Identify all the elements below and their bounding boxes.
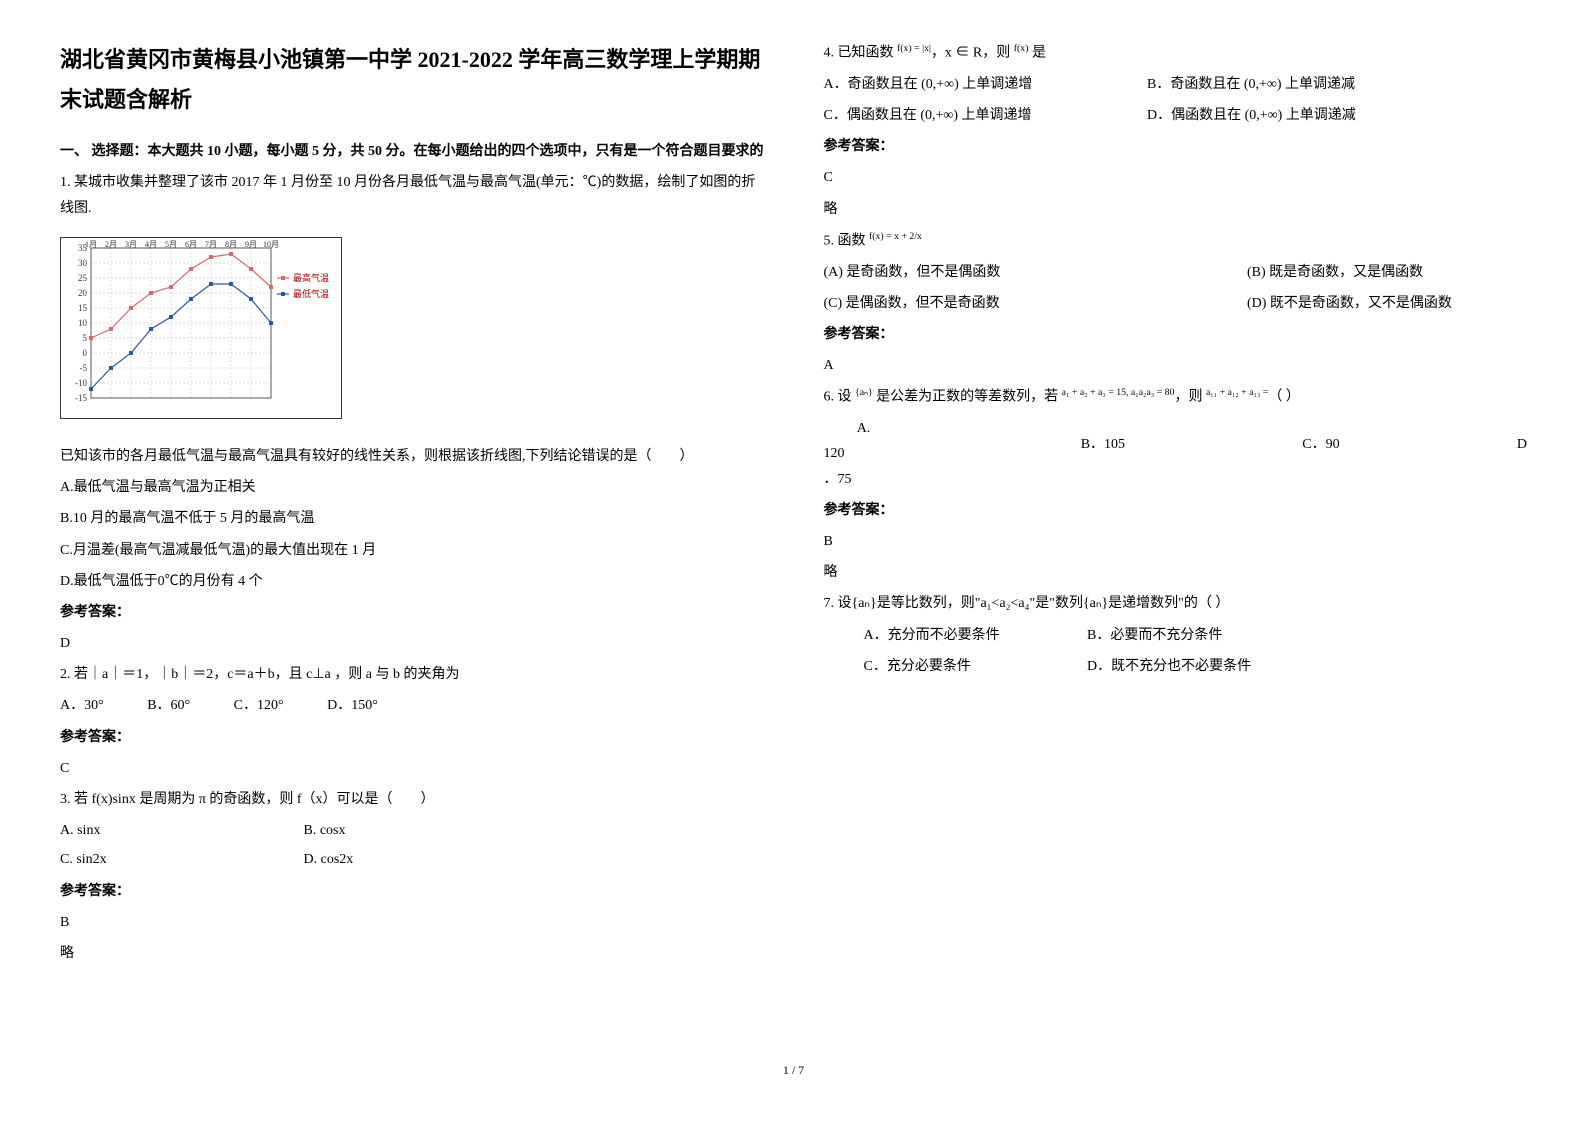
q3-optD: D. cos2x (304, 847, 354, 872)
q6-optA-val: 120 (824, 441, 904, 466)
q5-answer-label: 参考答案： (824, 322, 1528, 347)
page-footer: 1 / 7 (60, 1060, 1527, 1082)
q3-answer-label: 参考答案： (60, 879, 764, 904)
q6-an: {aₙ} (855, 387, 873, 398)
q2-answer: C (60, 756, 764, 781)
q1-optB: B.10 月的最高气温不低于 5 月的最高气温 (60, 506, 764, 531)
q6-stem-end: （ ） (1268, 390, 1300, 405)
q4-stem: 4. 已知函数 f(x) = |x|，x ∈ R，则 f(x) 是 (824, 40, 1528, 66)
q3-optB: B. cosx (304, 818, 346, 843)
svg-text:最低气温: 最低气温 (293, 288, 329, 299)
q1-stem: 1. 某城市收集并整理了该市 2017 年 1 月份至 10 月份各月最低气温与… (60, 170, 764, 220)
q6-options: A. 120 ．75 B．105 C．90 D (824, 416, 1528, 492)
q6-optC: C．90 (1302, 416, 1339, 457)
q4-opts-row1: A．奇函数且在 (0,+∞) 上单调递增 B．奇函数且在 (0,+∞) 上单调递… (824, 72, 1528, 97)
q6-stem: 6. 设 {aₙ} 是公差为正数的等差数列，若 a₁ + a₂ + a₃ = 1… (824, 384, 1528, 410)
svg-text:-15: -15 (75, 393, 87, 403)
q3-note: 略 (60, 941, 764, 966)
q5-stem-pre: 5. 函数 (824, 233, 870, 248)
q2-optB: B．60° (147, 693, 190, 718)
svg-text:10: 10 (78, 318, 88, 328)
q6-cond1: a₁ + a₂ + a₃ = 15, a₁a₂a₃ = 80 (1062, 387, 1175, 398)
q1-answer-label: 参考答案： (60, 600, 764, 625)
q2-answer-label: 参考答案： (60, 725, 764, 750)
q5-optA: (A) 是奇函数，但不是偶函数 (824, 260, 1244, 285)
q4-fx: f(x) = |x| (897, 43, 931, 54)
q6-note: 略 (824, 560, 1528, 585)
temperature-chart: -15-10-5051015202530351月2月3月4月5月6月7月8月9月… (60, 237, 342, 419)
q5-opts-row2: (C) 是偶函数，但不是奇函数 (D) 既不是奇函数，又不是偶函数 (824, 291, 1528, 316)
q3-optC: C. sin2x (60, 847, 260, 872)
q4-optD: D．偶函数且在 (0,+∞) 上单调递减 (1147, 108, 1356, 123)
q6-stem-mid2: ，则 (1174, 390, 1206, 405)
q4-optA: A．奇函数且在 (0,+∞) 上单调递增 (824, 72, 1144, 97)
q1-optD: D.最低气温低于0℃的月份有 4 个 (60, 569, 764, 594)
q2-optA: A．30° (60, 693, 104, 718)
q5-fx: f(x) = x + 2/x (869, 231, 922, 242)
q4-stem-end: 是 (1028, 46, 1046, 61)
q6-optB: B．105 (1081, 416, 1125, 457)
q3-options-row1: A. sinx B. cosx (60, 818, 764, 843)
q2-optD: D．150° (327, 693, 378, 718)
q3-answer: B (60, 910, 764, 935)
q1-after-chart: 已知该市的各月最低气温与最高气温具有较好的线性关系，则根据该折线图,下列结论错误… (60, 444, 764, 469)
q7-optA: A．充分而不必要条件 (864, 623, 1084, 648)
q6-answer: B (824, 529, 1528, 554)
q4-optB: B．奇函数且在 (0,+∞) 上单调递减 (1147, 77, 1355, 92)
svg-text:20: 20 (78, 288, 88, 298)
svg-text:15: 15 (78, 303, 88, 313)
svg-text:最高气温: 最高气温 (293, 272, 329, 283)
q7-opts-row1: A．充分而不必要条件 B．必要而不充分条件 (824, 623, 1528, 648)
q3-stem: 3. 若 f(x)sinx 是周期为 π 的奇函数，则 f（x）可以是（ ） (60, 787, 764, 812)
q1-optC: C.月温差(最高气温减最低气温)的最大值出现在 1 月 (60, 538, 764, 563)
q1-answer: D (60, 631, 764, 656)
section1-title: 一、 选择题：本大题共 10 小题，每小题 5 分，共 50 分。在每小题给出的… (60, 139, 764, 164)
q7-optD: D．既不充分也不必要条件 (1087, 659, 1251, 674)
q4-opts-row2: C．偶函数且在 (0,+∞) 上单调递增 D．偶函数且在 (0,+∞) 上单调递… (824, 103, 1528, 128)
q6-optA-label: A. (824, 416, 904, 441)
q4-answer-label: 参考答案： (824, 134, 1528, 159)
q4-fx2: f(x) (1014, 43, 1029, 54)
q4-stem-mid: ，x ∈ R，则 (931, 46, 1014, 61)
q2-stem: 2. 若｜a｜＝1，｜b｜＝2，c＝a＋b，且 c⊥a ，则 a 与 b 的夹角… (60, 662, 764, 687)
q6-stem-mid: 是公差为正数的等差数列，若 (873, 390, 1062, 405)
q4-answer: C (824, 165, 1528, 190)
q7-stem: 7. 设{aₙ}是等比数列，则"a₁<a₂<a₄"是"数列{aₙ}是递增数列"的… (824, 591, 1528, 616)
q5-stem: 5. 函数 f(x) = x + 2/x (824, 228, 1528, 254)
q6-optD-val: ．75 (824, 467, 904, 492)
q3-optA: A. sinx (60, 818, 260, 843)
q3-options-row2: C. sin2x D. cos2x (60, 847, 764, 872)
svg-text:5: 5 (83, 333, 88, 343)
svg-text:30: 30 (78, 258, 88, 268)
q6-stem-pre: 6. 设 (824, 390, 856, 405)
q5-optD: (D) 既不是奇函数，又不是偶函数 (1247, 296, 1452, 311)
q1-optA: A.最低气温与最高气温为正相关 (60, 475, 764, 500)
q5-opts-row1: (A) 是奇函数，但不是偶函数 (B) 既是奇函数，又是偶函数 (824, 260, 1528, 285)
q4-optC: C．偶函数且在 (0,+∞) 上单调递增 (824, 103, 1144, 128)
q6-target: a₁₁ + a₁₂ + a₁₃ = (1206, 387, 1268, 398)
q4-stem-pre: 4. 已知函数 (824, 46, 898, 61)
svg-text:-10: -10 (75, 378, 87, 388)
q4-note: 略 (824, 197, 1528, 222)
q6-optD-label: D (1517, 416, 1527, 457)
svg-text:0: 0 (83, 348, 88, 358)
q5-optB: (B) 既是奇函数，又是偶函数 (1247, 265, 1423, 280)
svg-text:-5: -5 (80, 363, 88, 373)
q7-optC: C．充分必要条件 (864, 654, 1084, 679)
q2-optC: C．120° (234, 693, 284, 718)
q2-options: A．30° B．60° C．120° D．150° (60, 693, 764, 718)
q7-opts-row2: C．充分必要条件 D．既不充分也不必要条件 (824, 654, 1528, 679)
q5-answer: A (824, 353, 1528, 378)
q5-optC: (C) 是偶函数，但不是奇函数 (824, 291, 1244, 316)
svg-text:25: 25 (78, 273, 88, 283)
document-title: 湖北省黄冈市黄梅县小池镇第一中学 2021-2022 学年高三数学理上学期期末试… (60, 40, 764, 119)
q7-optB: B．必要而不充分条件 (1087, 628, 1222, 643)
q6-answer-label: 参考答案： (824, 498, 1528, 523)
